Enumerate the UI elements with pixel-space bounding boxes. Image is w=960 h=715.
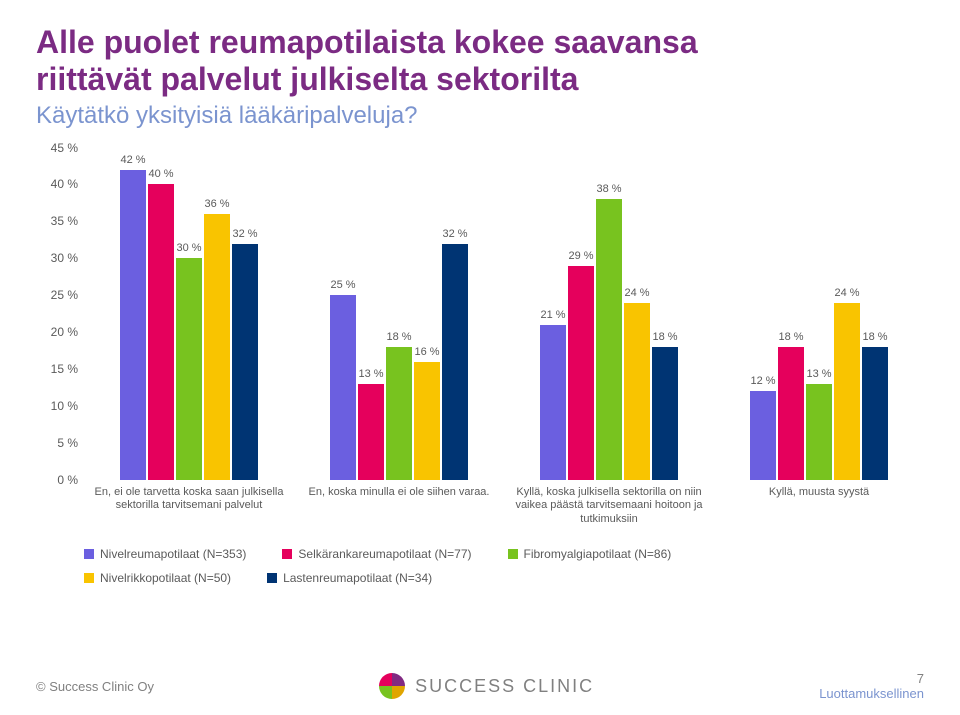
x-axis-label: Kyllä, koska julkisella sektorilla on ni…: [504, 486, 714, 527]
bar: 18 %: [862, 347, 888, 480]
footer-left: © Success Clinic Oy: [36, 679, 154, 694]
legend-label: Lastenreumapotilaat (N=34): [283, 571, 432, 585]
bar: 24 %: [834, 303, 860, 480]
bar-value-label: 18 %: [386, 331, 411, 343]
legend-label: Nivelreumapotilaat (N=353): [100, 547, 246, 561]
bar: 30 %: [176, 258, 202, 479]
x-axis-labels: En, ei ole tarvetta koska saan julkisell…: [84, 486, 924, 527]
bar-value-label: 29 %: [568, 250, 593, 262]
bar: 32 %: [232, 244, 258, 480]
bar: 24 %: [624, 303, 650, 480]
confidential-label: Luottamuksellinen: [819, 686, 924, 701]
logo-quarter: [392, 686, 405, 699]
legend-item: Fibromyalgiapotilaat (N=86): [508, 547, 672, 561]
bar-value-label: 18 %: [862, 331, 887, 343]
page-subtitle: Käytätkö yksityisiä lääkäripalveluja?: [36, 102, 924, 130]
bar-value-label: 13 %: [806, 368, 831, 380]
y-axis: 0 %5 %10 %15 %20 %25 %30 %35 %40 %45 %: [36, 148, 84, 480]
y-tick-label: 30 %: [51, 251, 78, 265]
bar: 38 %: [596, 199, 622, 479]
legend-swatch: [267, 573, 277, 583]
bar: 32 %: [442, 244, 468, 480]
x-axis-label: Kyllä, muusta syystä: [714, 486, 924, 527]
bar-value-label: 38 %: [596, 183, 621, 195]
logo-quarter: [379, 673, 392, 686]
bar-value-label: 18 %: [652, 331, 677, 343]
bar-groups: 42 %40 %30 %36 %32 %25 %13 %18 %16 %32 %…: [84, 148, 924, 480]
bar: 18 %: [652, 347, 678, 480]
bar-value-label: 30 %: [176, 242, 201, 254]
footer-right: 7 Luottamuksellinen: [819, 671, 924, 701]
bar: 21 %: [540, 325, 566, 480]
legend-swatch: [84, 573, 94, 583]
x-axis-label: En, ei ole tarvetta koska saan julkisell…: [84, 486, 294, 527]
bar: 12 %: [750, 391, 776, 480]
bar: 25 %: [330, 295, 356, 479]
footer: © Success Clinic Oy SUCCESS CLINIC 7 Luo…: [36, 671, 924, 701]
logo-icon: [379, 673, 405, 699]
bar-value-label: 18 %: [778, 331, 803, 343]
bar-value-label: 21 %: [540, 309, 565, 321]
bar: 13 %: [358, 384, 384, 480]
bar-group: 21 %29 %38 %24 %18 %: [504, 148, 714, 480]
bar-value-label: 24 %: [624, 287, 649, 299]
page-title-line1: Alle puolet reumapotilaista kokee saavan…: [36, 24, 924, 61]
footer-center: SUCCESS CLINIC: [379, 673, 594, 699]
plot-area: 42 %40 %30 %36 %32 %25 %13 %18 %16 %32 %…: [84, 148, 924, 480]
y-tick-label: 25 %: [51, 288, 78, 302]
legend-swatch: [282, 549, 292, 559]
bar: 29 %: [568, 266, 594, 480]
legend: Nivelreumapotilaat (N=353) Selkärankareum…: [84, 547, 924, 585]
logo-quarter: [379, 686, 392, 699]
legend-label: Selkärankareumapotilaat (N=77): [298, 547, 471, 561]
bar: 13 %: [806, 384, 832, 480]
bar-value-label: 32 %: [232, 228, 257, 240]
legend-item: Lastenreumapotilaat (N=34): [267, 571, 432, 585]
bar: 36 %: [204, 214, 230, 480]
page: Alle puolet reumapotilaista kokee saavan…: [0, 0, 960, 715]
bar: 40 %: [148, 184, 174, 479]
bar-group: 25 %13 %18 %16 %32 %: [294, 148, 504, 480]
y-tick-label: 35 %: [51, 214, 78, 228]
copyright-text: © Success Clinic Oy: [36, 679, 154, 694]
bar-group: 12 %18 %13 %24 %18 %: [714, 148, 924, 480]
bar-value-label: 16 %: [414, 346, 439, 358]
x-axis-label: En, koska minulla ei ole siihen varaa.: [294, 486, 504, 527]
legend-item: Selkärankareumapotilaat (N=77): [282, 547, 471, 561]
bar: 18 %: [778, 347, 804, 480]
bar: 42 %: [120, 170, 146, 480]
logo-quarter: [392, 673, 405, 686]
y-tick-label: 20 %: [51, 325, 78, 339]
bar-value-label: 13 %: [358, 368, 383, 380]
bar-value-label: 42 %: [120, 154, 145, 166]
bar-value-label: 25 %: [330, 279, 355, 291]
page-title-line2: riittävät palvelut julkiselta sektorilta: [36, 61, 924, 98]
bar-value-label: 32 %: [442, 228, 467, 240]
bar: 16 %: [414, 362, 440, 480]
brand-text: SUCCESS CLINIC: [415, 676, 594, 697]
page-number: 7: [819, 671, 924, 686]
legend-swatch: [84, 549, 94, 559]
y-tick-label: 45 %: [51, 141, 78, 155]
bar-value-label: 24 %: [834, 287, 859, 299]
y-tick-label: 5 %: [57, 436, 78, 450]
legend-swatch: [508, 549, 518, 559]
legend-item: Nivelreumapotilaat (N=353): [84, 547, 246, 561]
bar: 18 %: [386, 347, 412, 480]
y-tick-label: 15 %: [51, 362, 78, 376]
legend-label: Nivelrikkopotilaat (N=50): [100, 571, 231, 585]
chart-area: 0 %5 %10 %15 %20 %25 %30 %35 %40 %45 % 4…: [36, 148, 924, 480]
legend-label: Fibromyalgiapotilaat (N=86): [524, 547, 672, 561]
y-tick-label: 10 %: [51, 399, 78, 413]
bar-value-label: 40 %: [148, 168, 173, 180]
bar-group: 42 %40 %30 %36 %32 %: [84, 148, 294, 480]
y-tick-label: 0 %: [57, 473, 78, 487]
bar-value-label: 36 %: [204, 198, 229, 210]
y-tick-label: 40 %: [51, 177, 78, 191]
legend-item: Nivelrikkopotilaat (N=50): [84, 571, 231, 585]
bar-value-label: 12 %: [750, 375, 775, 387]
